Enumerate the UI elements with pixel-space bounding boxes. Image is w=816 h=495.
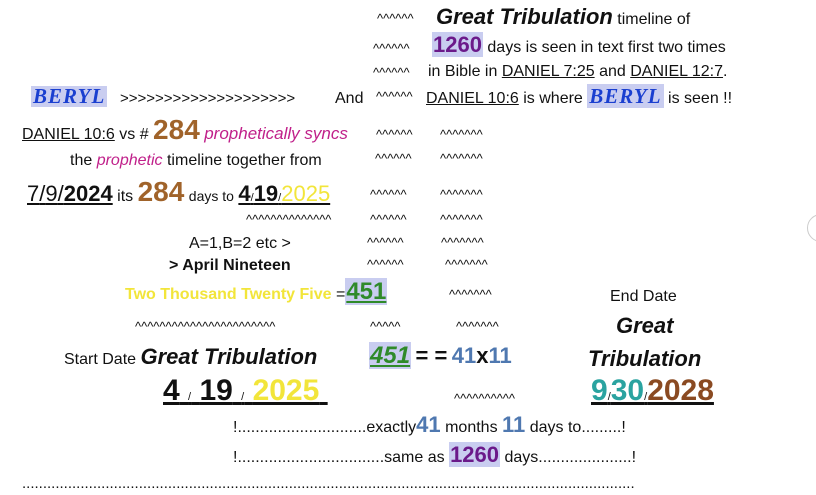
number-1260: 1260: [432, 32, 483, 57]
caret-row-7b: ^^^^^^^: [440, 187, 483, 202]
arrows: >>>>>>>>>>>>>>>>>>>>: [120, 90, 296, 107]
caret-row-14: ^^^^^^^^^^: [454, 391, 516, 406]
is-where-text: is where: [523, 90, 583, 107]
caret-row-3: ^^^^^^: [373, 65, 410, 80]
heading-line-2: 1260 days is seen in text first two time…: [432, 32, 726, 57]
heading-line-1: Great Tribulation timeline of: [436, 6, 690, 28]
its-text: its: [117, 188, 134, 205]
ref-daniel-7-25: DANIEL 7:25: [501, 63, 595, 80]
caret-row-8b: ^^^^^^^: [440, 212, 483, 227]
months-days-line: !.............................exactly41 …: [233, 412, 626, 437]
cipher-text: A=1,B=2 etc >: [189, 235, 291, 252]
great-tribulation-title: Great Tribulation: [436, 4, 613, 29]
days-seen-text: days is seen in text first two times: [487, 39, 726, 56]
number-284-inline: 284: [137, 176, 185, 207]
caret-row-1: ^^^^^^: [377, 11, 414, 26]
caret-row-2: ^^^^^^: [373, 41, 410, 56]
caret-row-12-long: ^^^^^^^^^^^^^^^^^^^^^^^: [135, 319, 276, 334]
start-date-label: Start Date: [64, 351, 137, 368]
caret-row-8-long: ^^^^^^^^^^^^^^: [246, 212, 332, 227]
dotted-divider: ........................................…: [22, 476, 635, 491]
scroll-circle[interactable]: [807, 214, 816, 242]
caret-row-12a: ^^^^^: [370, 319, 401, 334]
start-date-inline: 7/9/2024: [27, 181, 113, 206]
in-bible-text: in Bible in: [428, 63, 498, 80]
caret-row-6b: ^^^^^^^: [440, 151, 483, 166]
start-date-big: 4 / 19 / 2025: [163, 374, 320, 407]
end-date-label: End Date: [610, 288, 677, 305]
caret-row-5a: ^^^^^^: [376, 127, 413, 142]
number-284: 284: [153, 114, 200, 145]
end-great-label: Great: [616, 313, 674, 338]
beryl-label-left: BERYL: [31, 84, 108, 108]
period: .: [723, 63, 728, 80]
timeline-together-text: timeline together from: [166, 152, 322, 169]
ref-daniel-12-7: DANIEL 12:7: [630, 63, 724, 80]
heading-line-3: in Bible in DANIEL 7:25 and DANIEL 12:7.: [428, 64, 727, 80]
ref-daniel-10-6: DANIEL 10:6: [426, 90, 519, 107]
is-seen-text: is seen !!: [668, 90, 733, 107]
the-text: the: [70, 152, 93, 169]
days-11: 11: [502, 412, 526, 437]
two-thousand-twenty-five: Two Thousand Twenty Five: [125, 286, 332, 303]
heading-line-4: DANIEL 10:6 is where BERYL is seen !!: [426, 84, 733, 108]
caret-row-8a: ^^^^^^: [370, 212, 407, 227]
year-words-line: Two Thousand Twenty Five =451: [125, 278, 388, 305]
daniel-sync-line: DANIEL 10:6 vs # 284 prophetically syncs: [22, 116, 348, 144]
prophetic-line: the prophetic timeline together from: [70, 153, 322, 169]
start-date-line: Start Date Great Tribulation: [64, 346, 317, 368]
caret-row-10b: ^^^^^^^: [445, 257, 488, 272]
prophetically-syncs-text: prophetically syncs: [204, 124, 348, 143]
caret-row-9b: ^^^^^^^: [441, 235, 484, 250]
same-as-line: !.................................same a…: [233, 442, 637, 467]
april-nineteen-text: > April Nineteen: [169, 257, 291, 274]
date-range-line: 7/9/2024 its 284 days to 4/19/2025: [27, 178, 330, 206]
number-451-bottom: 451: [369, 342, 412, 369]
caret-row-5b: ^^^^^^^: [440, 127, 483, 142]
caret-row-4: ^^^^^^: [376, 89, 413, 104]
end-tribulation-label: Tribulation: [588, 346, 702, 371]
and-text: and: [599, 63, 626, 80]
caret-row-6a: ^^^^^^: [375, 151, 412, 166]
equation-line: 451 = = 41x11: [369, 342, 512, 369]
number-451-top: 451: [345, 278, 388, 305]
beryl-label-right: BERYL: [587, 84, 664, 108]
prophetic-text: prophetic: [96, 152, 163, 169]
caret-row-7a: ^^^^^^: [370, 187, 407, 202]
ref-daniel-10-6-left: DANIEL 10:6: [22, 126, 115, 143]
caret-row-11: ^^^^^^^: [449, 287, 492, 302]
caret-row-12b: ^^^^^^^: [456, 319, 499, 334]
caret-row-10a: ^^^^^^: [367, 257, 404, 272]
and-label: And: [335, 90, 364, 107]
months-41: 41: [416, 412, 441, 437]
end-date-inline: 4/19/2025: [238, 181, 331, 206]
double-equals: = =: [415, 343, 448, 368]
times-sign: x: [476, 343, 489, 368]
start-great-tribulation: Great Tribulation: [140, 344, 318, 369]
timeline-of-text: timeline of: [617, 11, 691, 28]
equals-sign: =: [335, 286, 346, 303]
factor-11: 11: [488, 343, 512, 368]
days-to-text: days to: [188, 188, 234, 204]
vs-text: vs #: [119, 126, 149, 143]
factor-41: 41: [451, 343, 477, 368]
end-date-big: 9/30/2028: [591, 374, 714, 407]
caret-row-9a: ^^^^^^: [367, 235, 404, 250]
number-1260-bottom: 1260: [449, 442, 501, 467]
